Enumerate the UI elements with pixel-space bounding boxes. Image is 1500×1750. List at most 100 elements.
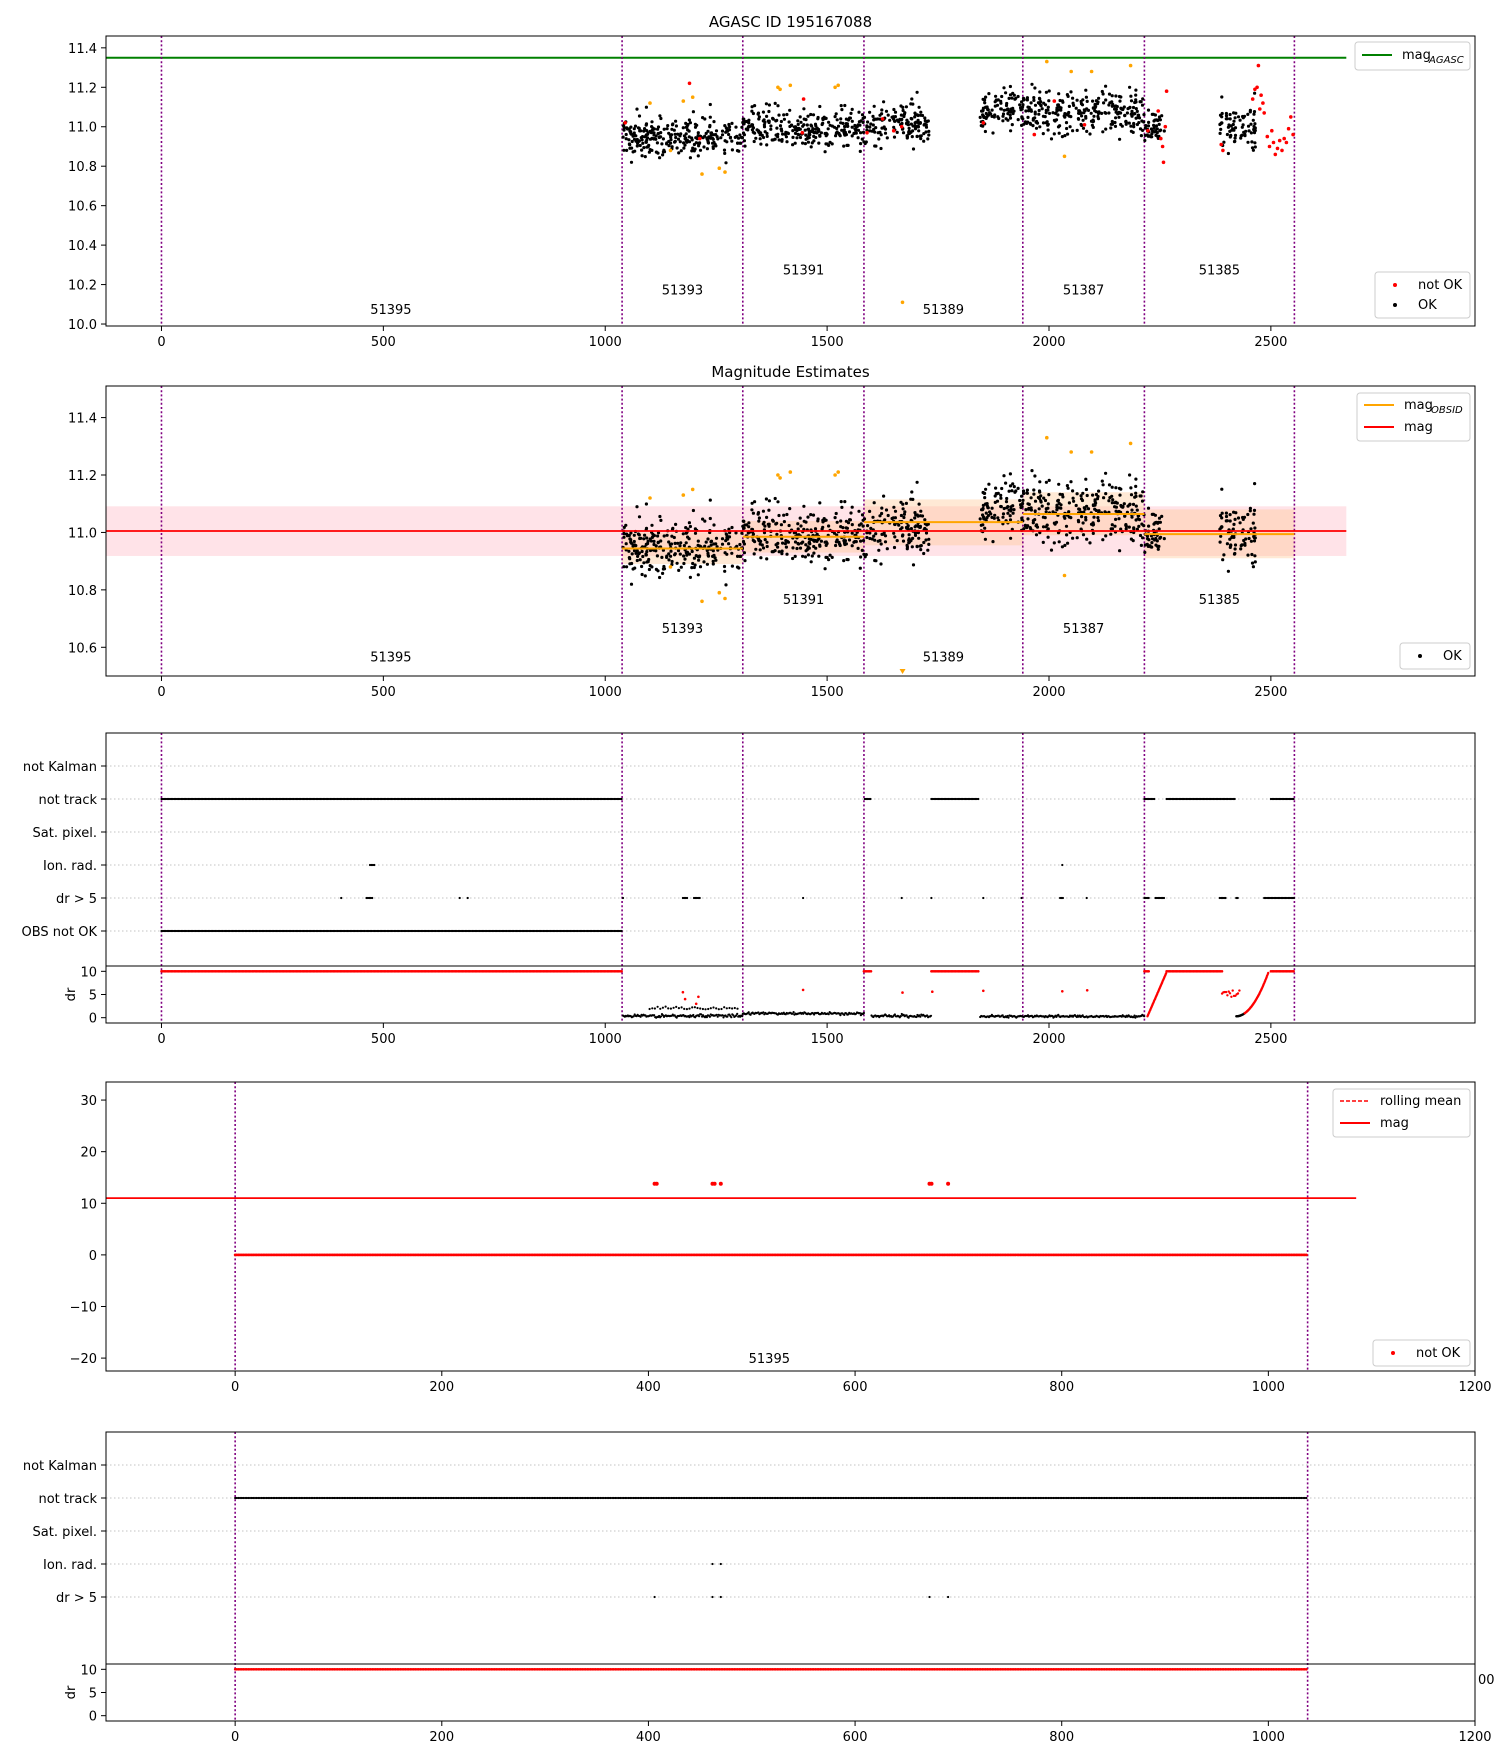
ok-extra-point: [668, 148, 673, 153]
ok-point: [1124, 122, 1128, 126]
ok-point: [727, 132, 731, 137]
ok-point: [1116, 112, 1120, 116]
ok-point: [834, 543, 838, 548]
ok-point: [994, 486, 998, 490]
ok-point: [1107, 103, 1111, 107]
ok-point: [1018, 103, 1022, 107]
ok-point: [917, 536, 921, 540]
ok-point: [773, 101, 777, 105]
ok-point: [782, 520, 787, 524]
dr-point: [725, 1007, 728, 1010]
ok-point: [786, 131, 791, 136]
ok-point: [1229, 544, 1233, 548]
ok-point: [629, 540, 633, 544]
ok-point: [782, 117, 787, 121]
x-tick-label: 0: [157, 1032, 165, 1047]
ok-point: [1139, 543, 1143, 548]
ok-point: [926, 548, 930, 552]
ok-point: [890, 115, 894, 119]
ok-point: [736, 141, 740, 145]
ok-point: [627, 138, 631, 142]
ok-point: [687, 552, 692, 556]
ok-point: [1011, 91, 1015, 95]
ok-point: [872, 104, 876, 108]
ok-extra-offscale-marker: [899, 669, 906, 674]
ok-point: [865, 124, 869, 128]
ok-point: [1046, 527, 1050, 531]
ok-point: [808, 542, 812, 546]
ok-point: [862, 115, 867, 119]
ok-point: [1134, 98, 1138, 102]
ok-point: [1136, 113, 1140, 117]
ok-point: [691, 508, 696, 513]
dr-point: [858, 1012, 862, 1015]
ok-point: [1009, 509, 1013, 513]
ok-point: [727, 527, 731, 531]
ok-point: [1097, 489, 1101, 493]
ok-point: [919, 548, 923, 552]
ok-point: [1220, 115, 1224, 119]
ok-point: [988, 111, 992, 115]
chart-title: AGASC ID 195167088: [709, 13, 872, 31]
ok-point: [651, 532, 655, 537]
ok-point: [674, 135, 678, 140]
ok-point: [1056, 499, 1060, 503]
ok-point: [1135, 122, 1139, 127]
ok-point: [1002, 108, 1006, 112]
ok-point: [1224, 114, 1229, 118]
ok-point: [1085, 504, 1089, 508]
ok-point: [759, 556, 763, 560]
ok-point: [1075, 492, 1079, 496]
ok-point: [796, 122, 800, 126]
ok-point: [1129, 99, 1134, 103]
ok-point: [1246, 124, 1251, 128]
ok-point: [694, 136, 698, 140]
ok-point: [821, 525, 825, 529]
y-tick-label: 10.2: [68, 279, 97, 294]
ok-point: [1006, 107, 1010, 111]
ok-point: [762, 520, 766, 524]
ok-point: [880, 108, 884, 112]
flag-point: [802, 896, 805, 900]
ok-point: [1092, 515, 1096, 519]
ok-point: [904, 105, 909, 109]
ok-extra-point: [723, 596, 727, 601]
ok-point: [631, 544, 635, 548]
ok-point: [900, 121, 904, 126]
ok-point: [688, 121, 693, 125]
ok-point: [923, 518, 927, 522]
ok-point: [1152, 123, 1156, 127]
ok-extra-point: [648, 101, 652, 105]
ok-point: [978, 115, 982, 119]
ok-point: [1047, 89, 1051, 93]
ok-point: [984, 511, 988, 515]
flag-point: [1162, 896, 1166, 900]
dr-point: [1007, 1016, 1010, 1019]
ok-point: [692, 556, 697, 560]
ok-point: [1069, 90, 1073, 94]
ok-point: [1137, 524, 1141, 529]
ok-point: [850, 505, 854, 509]
ok-point: [687, 118, 692, 122]
ok-point: [656, 540, 660, 544]
ok-point: [765, 515, 769, 520]
ok-point: [1057, 92, 1061, 96]
ok-point: [1152, 522, 1156, 526]
ok-point: [662, 534, 666, 538]
ok-point: [1225, 519, 1229, 523]
x-tick-label: 1000: [589, 335, 622, 350]
ok-point: [1127, 121, 1131, 125]
ok-point: [702, 145, 706, 149]
ok-point: [985, 502, 989, 506]
ok-point: [922, 540, 926, 545]
ok-point: [632, 127, 636, 131]
ok-point: [1132, 125, 1136, 129]
obsid-label: 51395: [370, 303, 411, 318]
ok-point: [1157, 516, 1162, 520]
ok-point: [906, 122, 910, 126]
ok-point: [860, 137, 864, 141]
ok-point: [1057, 105, 1061, 109]
ok-point: [816, 517, 820, 521]
ok-point: [655, 141, 660, 145]
ok-point: [796, 119, 800, 123]
